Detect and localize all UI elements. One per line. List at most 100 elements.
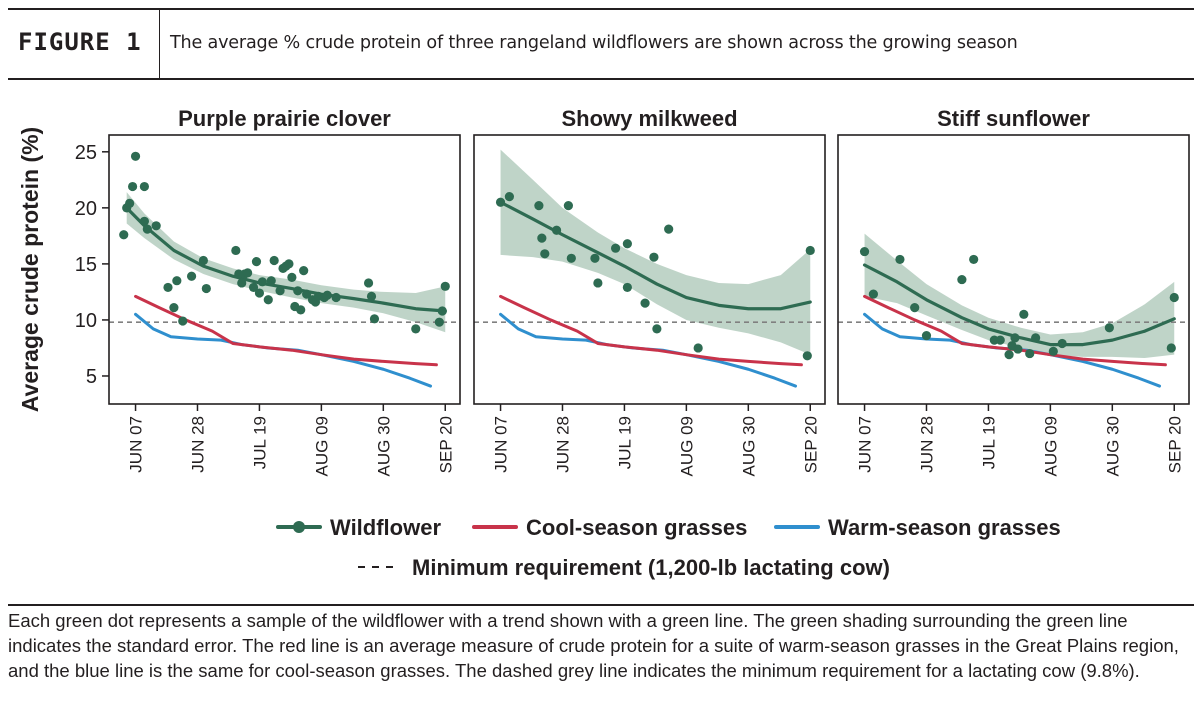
legend-wildflower-swatch-dot — [293, 521, 305, 533]
panel-1: Purple prairie clover JUN 07 JUN 28 JUL 19 A… — [75, 106, 461, 476]
panel-title: Stiff sunflower — [937, 106, 1090, 131]
wildflower-point — [125, 198, 135, 208]
panel-plot-area — [474, 149, 825, 388]
panel-3: Stiff sunflower JUN 07 JUN 28 JUL 19 AUG 09 A… — [837, 106, 1190, 476]
wildflower-point — [299, 266, 309, 276]
wildflower-point — [537, 233, 547, 243]
wildflower-point — [1169, 292, 1179, 303]
wildflower-point — [142, 224, 152, 234]
y-axis-label: Average crude protein (%) — [17, 127, 43, 412]
wildflower-point — [868, 289, 878, 299]
x-tick-label: AUG 09 — [677, 416, 696, 476]
x-tick-label: AUG 30 — [1103, 416, 1122, 476]
wildflower-point — [495, 197, 506, 207]
panel-plot-area — [109, 151, 460, 388]
y-tick-label: 25 — [75, 142, 97, 164]
legend-minimum-label: Minimum requirement (1,200-lb lactating … — [412, 555, 890, 580]
wildflower-point — [1166, 343, 1176, 353]
cool-season-line — [499, 294, 803, 367]
wildflower-point — [995, 335, 1005, 345]
legend-wildflower-label: Wildflower — [330, 515, 441, 540]
x-tick-label: JUN 07 — [856, 416, 875, 473]
wildflower-point — [437, 306, 447, 316]
wildflower-point — [640, 298, 650, 308]
wildflower-point — [275, 286, 285, 296]
wildflower-trend-line — [125, 206, 447, 313]
wildflower-point — [802, 351, 812, 361]
y-tick-label: 15 — [75, 254, 97, 276]
wildflower-point — [551, 225, 562, 235]
x-tick-label: JUN 28 — [553, 416, 572, 473]
wildflower-point — [1004, 350, 1014, 360]
wildflower-point — [284, 259, 294, 269]
wildflower-point — [198, 255, 208, 266]
wildflower-point — [251, 257, 262, 267]
wildflower-point — [163, 282, 173, 293]
legend-cool-season-label: Cool-season grasses — [526, 515, 747, 540]
x-tick-label: JUL 19 — [250, 416, 269, 469]
wildflower-point — [434, 317, 444, 327]
wildflower-point — [566, 253, 576, 263]
panel-plot-area — [838, 233, 1189, 388]
wildflower-point — [1031, 333, 1041, 343]
wildflower-point — [610, 243, 621, 253]
wildflower-point — [411, 324, 421, 334]
x-tick-label: AUG 30 — [739, 416, 758, 476]
wildflower-point — [957, 274, 967, 285]
cool-season-line — [863, 294, 1167, 367]
wildflower-point — [859, 246, 870, 257]
wildflower-point — [1025, 348, 1035, 359]
wildflower-point — [363, 278, 374, 288]
wildflower-point — [257, 277, 267, 287]
wildflower-point — [1013, 344, 1023, 354]
x-tick-label: JUL 19 — [615, 416, 634, 469]
wildflower-point — [369, 314, 380, 324]
wildflower-point — [119, 230, 129, 240]
chart: Average crude protein (%) Purple prairie … — [17, 106, 1190, 580]
wildflower-point — [1048, 346, 1058, 356]
wildflower-point — [151, 221, 161, 231]
standard-error-band — [126, 192, 446, 333]
x-tick-label: JUN 07 — [492, 416, 511, 473]
wildflower-point — [504, 192, 514, 202]
wildflower-point — [622, 239, 632, 249]
wildflower-point — [296, 305, 306, 315]
wildflower-point — [590, 253, 600, 263]
wildflower-point — [895, 254, 905, 265]
wildflower-point — [254, 288, 265, 298]
wildflower-point — [322, 290, 332, 300]
figure-label: FIGURE 1 — [18, 28, 142, 56]
wildflower-point — [921, 331, 932, 341]
figure-header: FIGURE 1 The average % crude protein of … — [8, 8, 1194, 80]
wildflower-point — [1010, 333, 1020, 343]
wildflower-point — [186, 271, 197, 281]
wildflower-point — [1104, 323, 1114, 333]
wildflower-point — [231, 245, 241, 256]
wildflower-point — [169, 303, 179, 313]
wildflower-point — [649, 252, 659, 262]
x-tick-label: SEP 20 — [436, 416, 455, 473]
wildflower-point — [248, 282, 259, 293]
x-tick-label: JUL 19 — [979, 416, 998, 469]
wildflower-point — [201, 283, 211, 294]
y-tick-label: 10 — [75, 310, 97, 332]
figure-caption: Each green dot represents a sample of th… — [8, 604, 1194, 683]
wildflower-point — [302, 289, 312, 299]
wildflower-point — [269, 255, 279, 266]
wildflower-point — [139, 181, 149, 192]
x-tick-label: SEP 20 — [1165, 416, 1184, 473]
wildflower-point — [178, 316, 188, 326]
y-tick-label: 20 — [75, 198, 97, 220]
legend-warm-season-label: Warm-season grasses — [828, 515, 1061, 540]
x-tick-label: AUG 09 — [1041, 416, 1060, 476]
wildflower-point — [693, 343, 703, 353]
wildflower-point — [1019, 309, 1029, 319]
panel-title: Showy milkweed — [561, 106, 737, 131]
wildflower-point — [622, 282, 632, 293]
panel-frame — [473, 134, 826, 405]
wildflower-point — [652, 324, 662, 334]
wildflower-point — [130, 151, 141, 161]
wildflower-point — [593, 278, 603, 288]
wildflower-point — [237, 278, 247, 288]
standard-error-band — [864, 233, 1175, 359]
